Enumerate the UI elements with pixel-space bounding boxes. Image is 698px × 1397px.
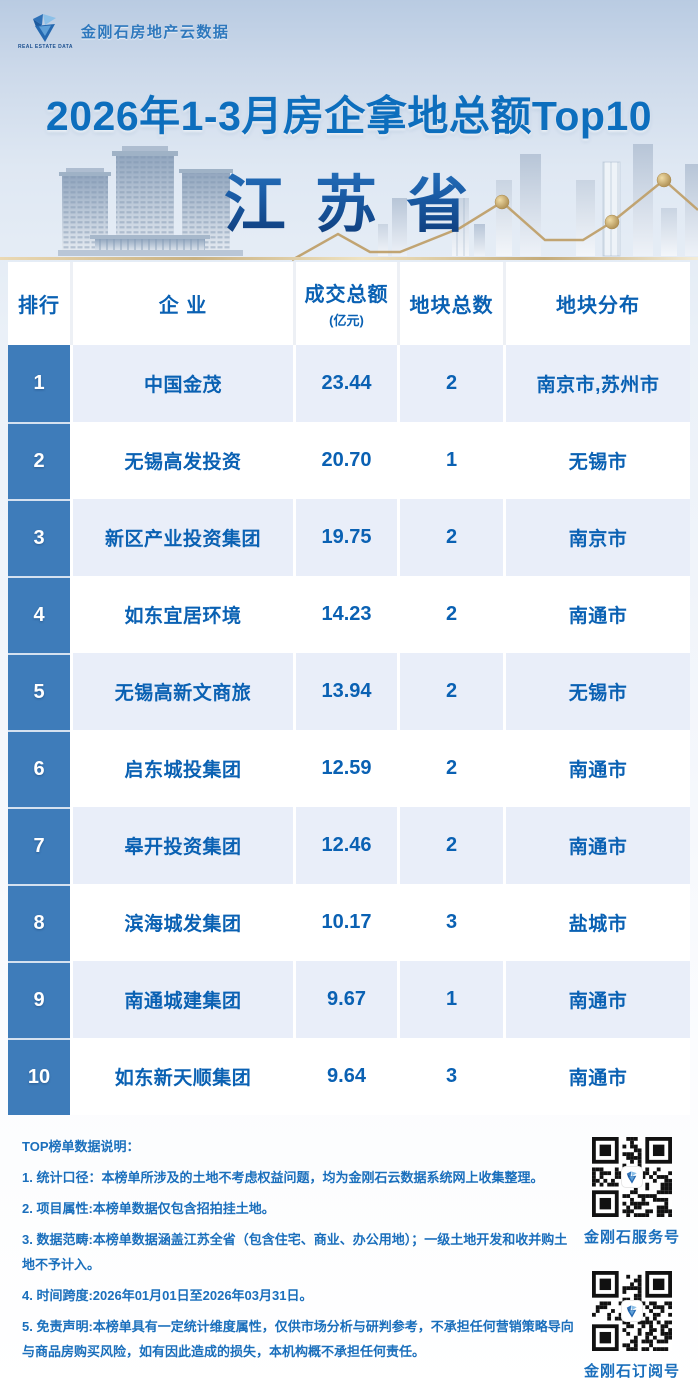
- amount-cell: 9.67: [293, 961, 397, 1038]
- rank-badge: 8: [8, 884, 70, 961]
- table-row: 8 滨海城发集团 10.17 3 盐城市: [8, 884, 690, 961]
- rank-badge: 1: [8, 345, 70, 422]
- amount-cell: 12.46: [293, 807, 397, 884]
- company-cell: 滨海城发集团: [70, 884, 293, 961]
- cities-cell: 南通市: [503, 1038, 690, 1115]
- footer: TOP榜单数据说明： 1. 统计口径：本榜单所涉及的土地不考虑权益问题，均为金刚…: [0, 1115, 698, 1397]
- table-header-row: 排行 企 业 成交总额 (亿元) 地块总数 地块分布: [8, 262, 690, 345]
- cities-cell: 南通市: [503, 807, 690, 884]
- qr-service-account: 金刚石服务号: [584, 1137, 680, 1247]
- cities-cell: 南京市,苏州市: [503, 345, 690, 422]
- qr-column: 金刚石服务号 金刚石订阅号: [578, 1135, 686, 1397]
- rank-badge: 9: [8, 961, 70, 1038]
- amount-cell: 12.59: [293, 730, 397, 807]
- company-cell: 新区产业投资集团: [70, 499, 293, 576]
- cities-cell: 南通市: [503, 576, 690, 653]
- rank-badge: 5: [8, 653, 70, 730]
- brand-logo: REAL ESTATE DATA 金刚石房地产云数据: [18, 13, 229, 50]
- column-header-amount: 成交总额 (亿元): [293, 262, 397, 345]
- amount-header-label: 成交总额: [304, 284, 389, 306]
- region-banner: 江 苏 省: [0, 140, 698, 262]
- table-row: 4 如东宜居环境 14.23 2 南通市: [8, 576, 690, 653]
- amount-cell: 19.75: [293, 499, 397, 576]
- table-row: 7 皋开投资集团 12.46 2 南通市: [8, 807, 690, 884]
- table-row: 1 中国金茂 23.44 2 南京市,苏州市: [8, 345, 690, 422]
- plots-cell: 3: [397, 884, 503, 961]
- amount-cell: 23.44: [293, 345, 397, 422]
- qr-code-image: [591, 1137, 672, 1217]
- company-cell: 无锡高新文商旅: [70, 653, 293, 730]
- plots-cell: 1: [397, 422, 503, 499]
- plots-cell: 2: [397, 576, 503, 653]
- amount-cell: 20.70: [293, 422, 397, 499]
- note-item: 1. 统计口径：本榜单所涉及的土地不考虑权益问题，均为金刚石云数据系统网上收集整…: [22, 1169, 544, 1185]
- qr-code-image: [591, 1271, 672, 1351]
- cities-cell: 无锡市: [503, 422, 690, 499]
- qr-subscription-account: 金刚石订阅号: [584, 1271, 680, 1381]
- rank-badge: 3: [8, 499, 70, 576]
- company-cell: 中国金茂: [70, 345, 293, 422]
- plots-cell: 1: [397, 961, 503, 1038]
- table-row: 2 无锡高发投资 20.70 1 无锡市: [8, 422, 690, 499]
- amount-cell: 13.94: [293, 653, 397, 730]
- qr-label: 金刚石服务号: [583, 1229, 680, 1246]
- company-cell: 如东宜居环境: [70, 576, 293, 653]
- column-header-company: 企 业: [70, 262, 293, 345]
- cities-cell: 南通市: [503, 961, 690, 1038]
- amount-unit-label: (亿元): [329, 313, 364, 328]
- gem-icon: REAL ESTATE DATA: [18, 13, 73, 50]
- table-row: 6 启东城投集团 12.59 2 南通市: [8, 730, 690, 807]
- brand-caption: REAL ESTATE DATA: [18, 44, 73, 50]
- column-header-distribution: 地块分布: [503, 262, 690, 345]
- company-cell: 南通城建集团: [70, 961, 293, 1038]
- table-row: 5 无锡高新文商旅 13.94 2 无锡市: [8, 653, 690, 730]
- amount-cell: 14.23: [293, 576, 397, 653]
- table-row: 3 新区产业投资集团 19.75 2 南京市: [8, 499, 690, 576]
- qr-label: 金刚石订阅号: [583, 1363, 680, 1380]
- qr-center-gem-icon: [621, 1301, 642, 1321]
- note-item: 5. 免责声明:本榜单具有一定统计维度属性，仅供市场分析与研判参考，不承担任何营…: [22, 1318, 574, 1359]
- company-cell: 启东城投集团: [70, 730, 293, 807]
- plots-cell: 2: [397, 807, 503, 884]
- table-row: 9 南通城建集团 9.67 1 南通市: [8, 961, 690, 1038]
- data-notes: TOP榜单数据说明： 1. 统计口径：本榜单所涉及的土地不考虑权益问题，均为金刚…: [22, 1135, 578, 1397]
- gold-divider: [0, 257, 698, 260]
- plots-cell: 2: [397, 730, 503, 807]
- rank-badge: 7: [8, 807, 70, 884]
- skyline-decoration: [58, 144, 698, 262]
- company-cell: 如东新天顺集团: [70, 1038, 293, 1115]
- amount-cell: 9.64: [293, 1038, 397, 1115]
- plots-cell: 2: [397, 653, 503, 730]
- rank-badge: 4: [8, 576, 70, 653]
- note-item: 4. 时间跨度:2026年01月01日至2026年03月31日。: [22, 1287, 313, 1303]
- amount-cell: 10.17: [293, 884, 397, 961]
- note-item: 3. 数据范畴:本榜单数据涵盖江苏全省（包含住宅、商业、办公用地）；一级土地开发…: [22, 1231, 568, 1272]
- plots-cell: 3: [397, 1038, 503, 1115]
- cities-cell: 无锡市: [503, 653, 690, 730]
- column-header-plots: 地块总数: [397, 262, 503, 345]
- page-title: 2026年1-3月房企拿地总额Top10: [45, 93, 653, 139]
- region-title: 江 苏 省: [0, 154, 698, 244]
- table-row: 10 如东新天顺集团 9.64 3 南通市: [8, 1038, 690, 1115]
- cities-cell: 盐城市: [503, 884, 690, 961]
- rank-badge: 2: [8, 422, 70, 499]
- cities-cell: 南京市: [503, 499, 690, 576]
- qr-center-gem-icon: [621, 1167, 642, 1187]
- column-header-rank: 排行: [18, 295, 60, 317]
- rank-badge: 6: [8, 730, 70, 807]
- company-cell: 无锡高发投资: [70, 422, 293, 499]
- brand-name: 金刚石房地产云数据: [80, 24, 230, 41]
- plots-cell: 2: [397, 499, 503, 576]
- plots-cell: 2: [397, 345, 503, 422]
- ranking-table: 排行 企 业 成交总额 (亿元) 地块总数 地块分布 1 中国金茂 23.44 …: [8, 262, 690, 1115]
- rank-badge: 10: [8, 1038, 70, 1115]
- company-cell: 皋开投资集团: [70, 807, 293, 884]
- notes-title: TOP榜单数据说明：: [22, 1139, 140, 1154]
- cities-cell: 南通市: [503, 730, 690, 807]
- note-item: 2. 项目属性:本榜单数据仅包含招拍挂土地。: [22, 1200, 275, 1216]
